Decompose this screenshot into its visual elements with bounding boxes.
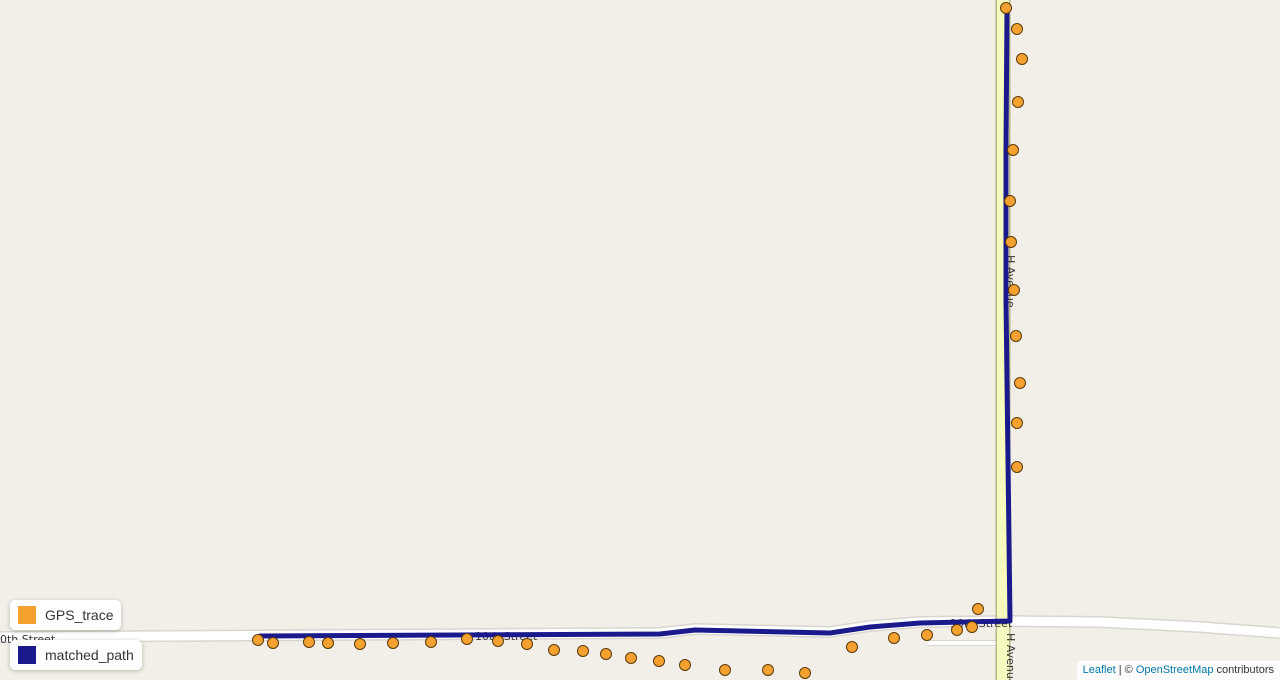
gps-trace-point[interactable]: [492, 635, 504, 647]
attribution-separator: | ©: [1115, 664, 1136, 676]
legend-item-matched-path: matched_path: [10, 640, 142, 670]
gps-trace-point[interactable]: [799, 667, 811, 679]
gps-trace-point[interactable]: [1012, 96, 1024, 108]
gps-trace-point[interactable]: [354, 638, 366, 650]
gps-trace-point[interactable]: [1004, 195, 1016, 207]
avenue-label-lower: H Avenue: [1004, 633, 1017, 680]
road-labels-layer: 0th Street 10th Street 10th Street H Ave…: [0, 255, 1017, 680]
gps-trace-point[interactable]: [1005, 236, 1017, 248]
legend-item-gps-trace: GPS_trace: [10, 600, 122, 630]
gps-trace-point[interactable]: [322, 637, 334, 649]
leaflet-link[interactable]: Leaflet: [1082, 664, 1116, 676]
gps-trace-point[interactable]: [461, 633, 473, 645]
gps-trace-point[interactable]: [1011, 417, 1023, 429]
gps-trace-point[interactable]: [625, 652, 637, 664]
gps-trace-point[interactable]: [425, 636, 437, 648]
gps-trace-point[interactable]: [888, 632, 900, 644]
gps-trace-point[interactable]: [267, 637, 279, 649]
gps-trace-point[interactable]: [966, 621, 978, 633]
gps-trace-point[interactable]: [1008, 284, 1020, 296]
gps-trace-point[interactable]: [252, 634, 264, 646]
gps-trace-point[interactable]: [548, 644, 560, 656]
gps-trace-point[interactable]: [387, 637, 399, 649]
gps-trace-point[interactable]: [972, 603, 984, 615]
gps-trace-point[interactable]: [1010, 330, 1022, 342]
gps-trace-point[interactable]: [303, 636, 315, 648]
legend-label-gps-trace: GPS_trace: [45, 607, 114, 623]
gps-trace-point[interactable]: [719, 664, 731, 676]
gps-trace-point[interactable]: [1014, 377, 1026, 389]
gps-trace-layer: [252, 2, 1028, 679]
gps-trace-point[interactable]: [921, 629, 933, 641]
legend-swatch-matched-path: [18, 646, 36, 664]
gps-trace-point[interactable]: [1007, 144, 1019, 156]
gps-trace-point[interactable]: [846, 641, 858, 653]
gps-trace-point[interactable]: [521, 638, 533, 650]
gps-trace-point[interactable]: [762, 664, 774, 676]
openstreetmap-link[interactable]: OpenStreetMap: [1135, 664, 1214, 676]
gps-trace-point[interactable]: [1011, 23, 1023, 35]
gps-trace-point[interactable]: [951, 624, 963, 636]
map-attribution: Leaflet | © OpenStreetMap contributors: [1076, 661, 1280, 680]
attribution-suffix: contributors: [1213, 664, 1274, 676]
gps-trace-point[interactable]: [1000, 2, 1012, 14]
gps-trace-point[interactable]: [600, 648, 612, 660]
legend-label-matched-path: matched_path: [45, 647, 134, 663]
matched-path-line[interactable]: [257, 7, 1013, 639]
gps-trace-point[interactable]: [679, 659, 691, 671]
gps-trace-point[interactable]: [653, 655, 665, 667]
gps-trace-point[interactable]: [577, 645, 589, 657]
gps-trace-point[interactable]: [1011, 461, 1023, 473]
gps-trace-point[interactable]: [1016, 53, 1028, 65]
legend-swatch-gps-trace: [18, 606, 36, 624]
